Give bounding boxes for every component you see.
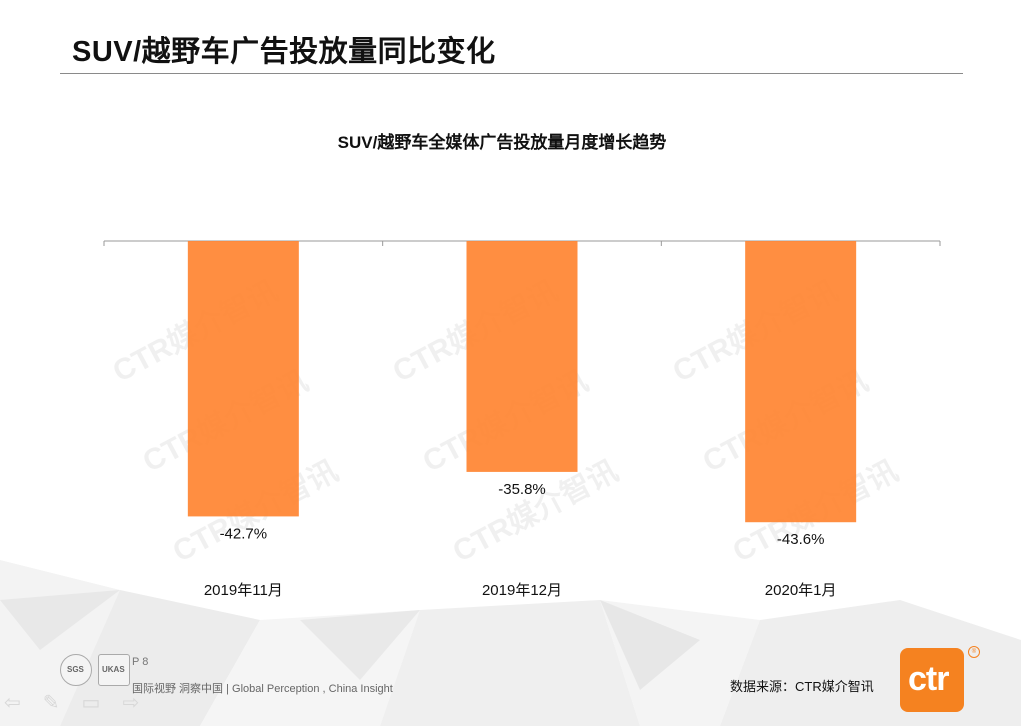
axis-ticks: [103, 241, 941, 246]
bar: [466, 241, 578, 472]
back-arrow-icon[interactable]: ⇦: [4, 692, 43, 714]
chart-title: SUV/越野车全媒体广告投放量月度增长趋势: [338, 132, 667, 152]
data-source: 数据来源：CTR媒介智讯: [730, 679, 874, 694]
pen-icon[interactable]: ✎: [42, 692, 82, 714]
ukas-cert-icon: [98, 654, 130, 686]
menu-icon[interactable]: ▭: [81, 692, 123, 714]
data-label: -43.6%: [777, 531, 825, 548]
x-tick-label: 2019年12月: [482, 582, 562, 599]
bar: [187, 241, 299, 517]
page-title: SUV/越野车广告投放量同比变化: [72, 36, 496, 68]
sgs-cert-icon: [60, 654, 92, 686]
data-label: -42.7%: [220, 525, 268, 542]
category-labels-group: 2019年11月 2019年12月 2020年1月: [204, 582, 837, 599]
data-label: -35.8%: [498, 481, 546, 498]
x-tick-label: 2020年1月: [765, 582, 837, 599]
slide-nav: ⇦✎▭⇨: [4, 690, 161, 715]
footer-tagline: 国际视野 洞察中国 | Global Perception , China In…: [132, 683, 393, 695]
title-divider: [60, 73, 963, 74]
ctr-logo: ctr: [900, 648, 964, 712]
registered-mark-icon: ®: [968, 646, 980, 658]
bar: [745, 241, 857, 523]
value-labels-group: -42.7% -35.8% -43.6%: [220, 481, 825, 548]
forward-arrow-icon[interactable]: ⇨: [122, 692, 162, 714]
page-number: P 8: [132, 656, 149, 668]
logo-text: ctr: [908, 660, 949, 698]
bars-group: [187, 241, 857, 523]
x-tick-label: 2019年11月: [204, 582, 283, 599]
